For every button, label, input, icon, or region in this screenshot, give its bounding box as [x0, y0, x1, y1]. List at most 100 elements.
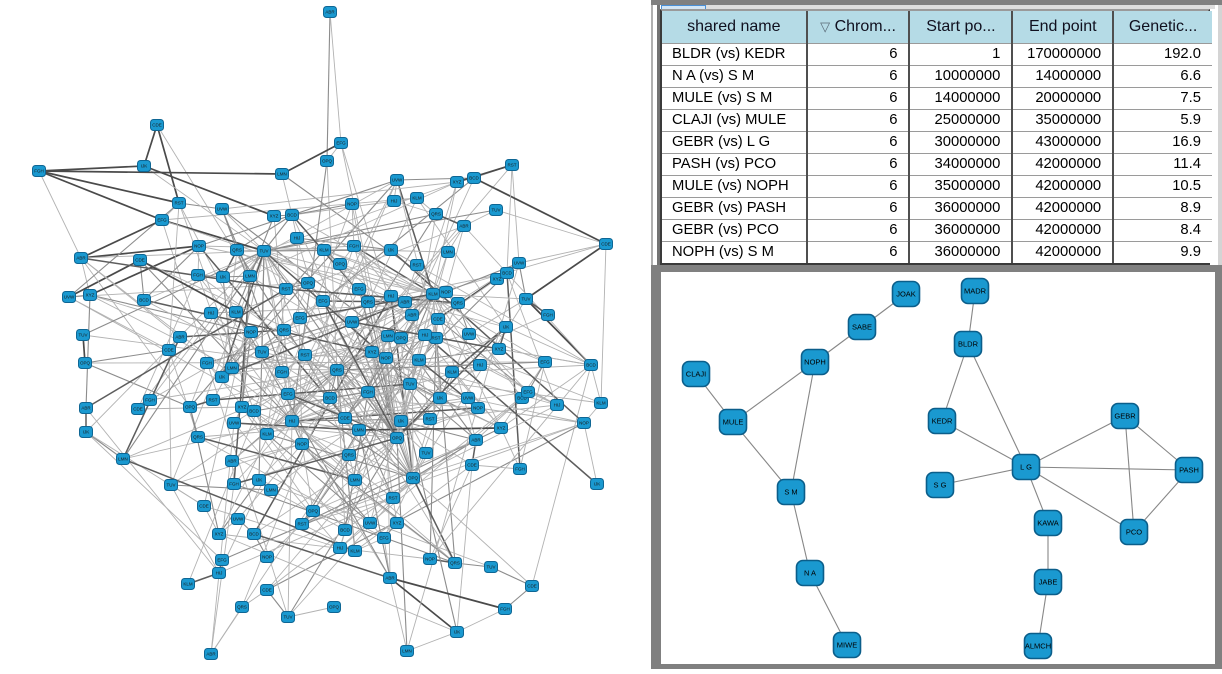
svg-text:NOP: NOP: [381, 356, 391, 361]
svg-text:N A: N A: [804, 569, 816, 578]
svg-text:BCD: BCD: [340, 528, 350, 533]
svg-text:HIJ: HIJ: [388, 294, 395, 299]
svg-text:OPQ: OPQ: [408, 476, 419, 481]
svg-text:TUV: TUV: [167, 483, 176, 488]
svg-text:QRS: QRS: [332, 368, 342, 373]
svg-text:ABR: ABR: [459, 224, 469, 229]
svg-text:IJK: IJK: [83, 430, 90, 435]
svg-text:HIJ: HIJ: [208, 311, 215, 316]
svg-text:FGH: FGH: [277, 370, 287, 375]
svg-text:BCD: BCD: [139, 298, 149, 303]
svg-text:NOP: NOP: [425, 557, 435, 562]
svg-text:XYZ: XYZ: [368, 350, 377, 355]
svg-text:ABR: ABR: [325, 10, 335, 15]
svg-text:KLM: KLM: [428, 292, 438, 297]
svg-text:RST: RST: [508, 163, 517, 168]
svg-text:LMN: LMN: [383, 334, 393, 339]
svg-text:CDE: CDE: [340, 416, 350, 421]
svg-text:PASH: PASH: [1179, 466, 1199, 475]
svg-text:QRS: QRS: [237, 605, 247, 610]
svg-text:IJK: IJK: [437, 396, 444, 401]
svg-text:UVW: UVW: [229, 421, 240, 426]
svg-text:LMN: LMN: [277, 172, 287, 177]
svg-text:UVW: UVW: [392, 178, 403, 183]
svg-text:LMN: LMN: [350, 478, 360, 483]
svg-text:S M: S M: [784, 488, 797, 497]
svg-text:ABR: ABR: [385, 576, 395, 581]
svg-text:IJK: IJK: [388, 248, 395, 253]
svg-text:ABR: ABR: [227, 459, 237, 464]
svg-text:IJK: IJK: [503, 325, 510, 330]
svg-text:KLM: KLM: [231, 310, 241, 315]
svg-text:MIWE: MIWE: [837, 641, 857, 650]
svg-text:CDE: CDE: [199, 504, 209, 509]
svg-text:ABR: ABR: [471, 438, 481, 443]
svg-text:XYZ: XYZ: [393, 521, 402, 526]
svg-text:TUV: TUV: [260, 249, 269, 254]
svg-text:UVW: UVW: [64, 295, 75, 300]
svg-text:BCD: BCD: [249, 409, 259, 414]
svg-text:HIJ: HIJ: [216, 571, 223, 576]
svg-text:FGH: FGH: [34, 169, 44, 174]
svg-text:QRS: QRS: [363, 300, 373, 305]
svg-text:LMN: LMN: [227, 366, 237, 371]
svg-text:EFG: EFG: [283, 392, 293, 397]
svg-text:NOP: NOP: [579, 421, 589, 426]
svg-text:OPQ: OPQ: [80, 361, 91, 366]
svg-text:FGH: FGH: [543, 313, 553, 318]
svg-text:KAWA: KAWA: [1037, 519, 1059, 528]
svg-text:NOP: NOP: [347, 202, 357, 207]
svg-text:TUV: TUV: [406, 382, 415, 387]
svg-text:UVW: UVW: [365, 521, 376, 526]
svg-text:BCD: BCD: [502, 271, 512, 276]
svg-text:RST: RST: [175, 201, 184, 206]
svg-text:EFG: EFG: [523, 390, 533, 395]
svg-text:IJK: IJK: [454, 630, 461, 635]
svg-text:FGH: FGH: [229, 482, 239, 487]
svg-text:L G: L G: [1020, 463, 1032, 472]
svg-text:TUV: TUV: [487, 565, 496, 570]
svg-text:BCD: BCD: [325, 396, 335, 401]
svg-text:FGH: FGH: [202, 361, 212, 366]
svg-text:EFG: EFG: [540, 360, 550, 365]
svg-text:BCD: BCD: [287, 213, 297, 218]
svg-text:RST: RST: [298, 522, 307, 527]
svg-text:ABR: ABR: [407, 313, 417, 318]
svg-text:XYZ: XYZ: [497, 426, 506, 431]
svg-text:BCD: BCD: [517, 396, 527, 401]
svg-text:OPQ: OPQ: [335, 262, 346, 267]
svg-text:HIJ: HIJ: [294, 236, 301, 241]
svg-text:HIJ: HIJ: [477, 363, 484, 368]
svg-text:IJK: IJK: [256, 478, 263, 483]
svg-text:EFG: EFG: [336, 141, 346, 146]
svg-text:QRS: QRS: [344, 453, 354, 458]
svg-text:FGH: FGH: [363, 390, 373, 395]
svg-text:ABR: ABR: [175, 335, 185, 340]
svg-text:OPQ: OPQ: [329, 605, 340, 610]
svg-text:ABR: ABR: [81, 406, 91, 411]
svg-text:TUV: TUV: [258, 350, 267, 355]
svg-text:UVW: UVW: [514, 261, 525, 266]
svg-text:EFG: EFG: [295, 316, 305, 321]
svg-text:LMN: LMN: [266, 488, 276, 493]
svg-text:RST: RST: [301, 353, 310, 358]
svg-text:NOP: NOP: [246, 330, 256, 335]
svg-text:XYZ: XYZ: [215, 532, 224, 537]
svg-text:KLM: KLM: [596, 401, 606, 406]
svg-text:RST: RST: [426, 417, 435, 422]
svg-text:EFG: EFG: [157, 218, 167, 223]
svg-text:ABR: ABR: [400, 300, 410, 305]
svg-text:NOPH: NOPH: [804, 358, 826, 367]
svg-text:CDE: CDE: [601, 242, 611, 247]
svg-text:EFG: EFG: [379, 536, 389, 541]
svg-text:IJK: IJK: [398, 419, 405, 424]
svg-text:TUV: TUV: [522, 297, 531, 302]
svg-text:OPQ: OPQ: [322, 159, 333, 164]
svg-text:HIJ: HIJ: [337, 546, 344, 551]
svg-text:OPQ: OPQ: [392, 436, 403, 441]
svg-text:FGH: FGH: [193, 273, 203, 278]
svg-text:FGH: FGH: [500, 607, 510, 612]
svg-text:NOP: NOP: [473, 406, 483, 411]
svg-text:IJK: IJK: [219, 375, 226, 380]
svg-text:TUV: TUV: [284, 615, 293, 620]
